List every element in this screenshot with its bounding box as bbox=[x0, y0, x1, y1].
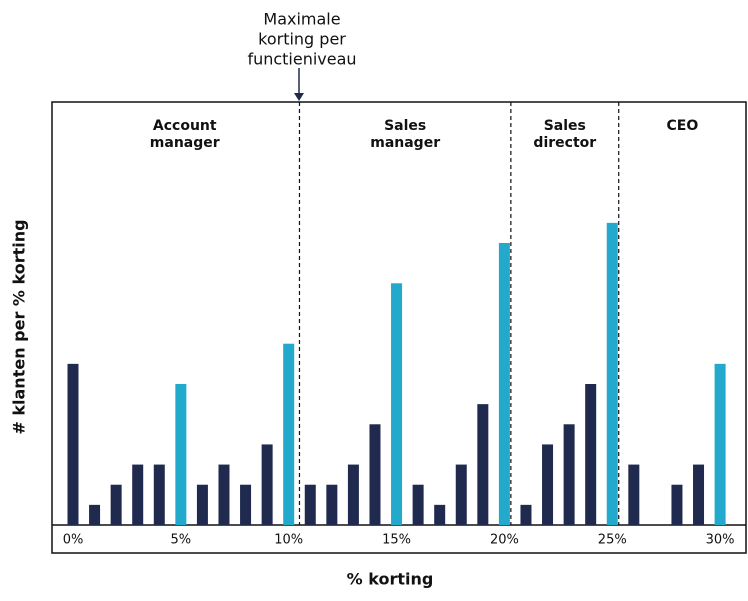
bar bbox=[412, 484, 424, 525]
region-label: director bbox=[533, 135, 596, 151]
bar bbox=[542, 444, 554, 525]
bar bbox=[563, 424, 575, 525]
x-tick-label: 25% bbox=[598, 533, 627, 548]
annotation: korting per bbox=[258, 30, 346, 49]
bar bbox=[110, 484, 122, 525]
bar bbox=[671, 484, 683, 525]
annotation: functieniveau bbox=[247, 50, 356, 69]
region-label: Sales bbox=[384, 118, 426, 134]
region-label: manager bbox=[370, 135, 440, 151]
x-tick-label: 30% bbox=[706, 533, 735, 548]
bar bbox=[240, 484, 252, 525]
x-tick-label: 10% bbox=[274, 533, 303, 548]
bar bbox=[261, 444, 273, 525]
bar bbox=[67, 363, 79, 525]
bar bbox=[434, 504, 446, 525]
x-tick-label: 15% bbox=[382, 533, 411, 548]
bar bbox=[520, 504, 532, 525]
bar bbox=[693, 464, 705, 525]
plot-frame bbox=[51, 101, 747, 554]
bar bbox=[606, 222, 618, 525]
region-label: CEO bbox=[666, 118, 698, 134]
bar bbox=[304, 484, 316, 525]
annotation: Maximale bbox=[263, 10, 340, 29]
bar bbox=[153, 464, 165, 525]
bar bbox=[498, 243, 510, 525]
bar bbox=[89, 504, 101, 525]
bar bbox=[326, 484, 338, 525]
bar bbox=[455, 464, 467, 525]
bar bbox=[283, 343, 295, 525]
bar bbox=[628, 464, 640, 525]
x-axis-label: % korting bbox=[347, 570, 434, 589]
x-tick-label: 0% bbox=[63, 533, 84, 548]
bar bbox=[196, 484, 208, 525]
bar bbox=[391, 283, 403, 525]
bar bbox=[175, 384, 187, 525]
y-axis-label: # klanten per % korting bbox=[10, 219, 29, 434]
bar bbox=[347, 464, 359, 525]
region-label: manager bbox=[150, 135, 220, 151]
bar bbox=[369, 424, 381, 525]
x-tick-label: 20% bbox=[490, 533, 519, 548]
annotation-arrowhead bbox=[294, 93, 304, 101]
bar bbox=[132, 464, 144, 525]
bar bbox=[218, 464, 230, 525]
region-label: Account bbox=[153, 118, 217, 134]
region-label: Sales bbox=[544, 118, 586, 134]
x-tick-label: 5% bbox=[171, 533, 192, 548]
bar bbox=[714, 363, 726, 525]
bar bbox=[477, 404, 489, 525]
bar bbox=[585, 384, 597, 525]
